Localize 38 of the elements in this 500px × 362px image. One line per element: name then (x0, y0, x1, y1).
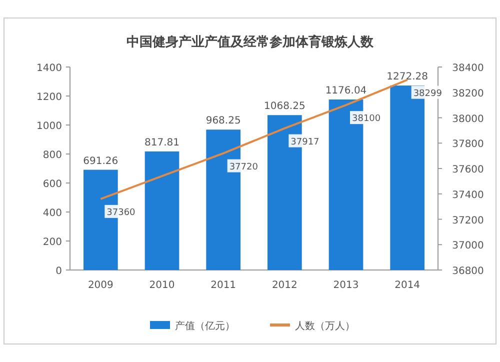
y-tick-label: 200 (42, 237, 62, 248)
x-tick-label: 2010 (149, 280, 175, 291)
data-label: 1176.04 (325, 85, 367, 96)
y2-tick-label: 37600 (452, 164, 484, 176)
x-tick-label: 2013 (333, 280, 359, 291)
y-tick-label: 600 (42, 179, 62, 190)
data-label: 1068.25 (264, 101, 306, 112)
data-label: 38100 (352, 114, 381, 124)
y-tick-label: 800 (42, 150, 62, 161)
data-label: 37917 (290, 137, 320, 148)
y2-tick-label: 38400 (452, 63, 484, 74)
data-label: 37720 (229, 162, 258, 172)
x-tick-label: 2012 (272, 280, 298, 291)
y2-tick-label: 37000 (452, 240, 484, 252)
y-tick-label: 1400 (36, 63, 62, 74)
data-label: 817.81 (144, 137, 180, 148)
y2-tick-label: 36800 (452, 266, 484, 277)
data-label: 37360 (106, 208, 136, 218)
y-tick-label: 0 (56, 266, 62, 277)
data-label: 1272.28 (386, 72, 428, 83)
y2-tick-label: 37200 (452, 215, 484, 226)
x-tick-label: 2014 (394, 280, 420, 291)
chart-title: 中国健身产业产值及经常参加体育锻炼人数 (126, 34, 374, 50)
y2-tick-label: 38200 (452, 88, 484, 100)
y-tick-label: 400 (42, 208, 62, 219)
y2-tick-label: 38000 (452, 114, 484, 125)
legend-label: 产值（亿元） (175, 320, 235, 332)
y-tick-label: 1200 (36, 92, 62, 103)
y2-tick-label: 37400 (452, 190, 484, 201)
data-label: 38299 (413, 88, 442, 99)
x-tick-label: 2011 (210, 280, 236, 291)
data-label: 968.25 (206, 116, 241, 127)
legend-label: 人数（万人） (295, 321, 355, 332)
x-tick-label: 2009 (88, 280, 114, 291)
data-label: 691.26 (83, 156, 118, 167)
y-tick-label: 1000 (36, 121, 62, 132)
y2-tick-label: 37800 (452, 139, 484, 150)
bar (144, 151, 180, 270)
